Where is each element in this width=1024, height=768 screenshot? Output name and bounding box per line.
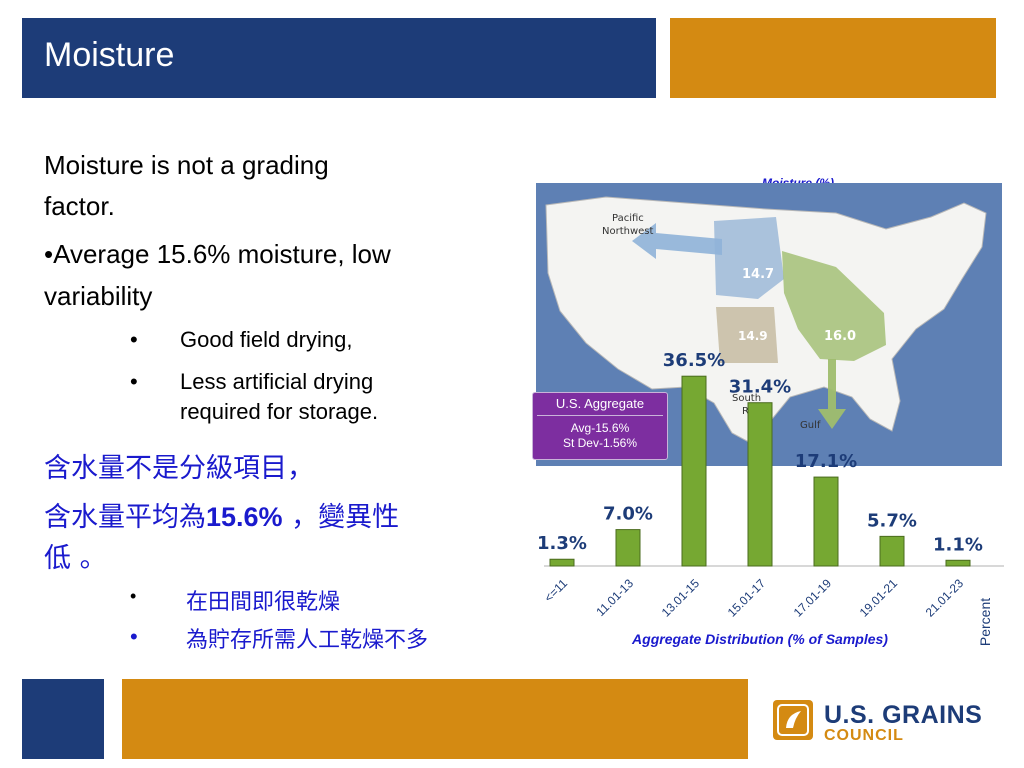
gulf-arrow: [818, 359, 846, 429]
title-accent-bar: [670, 18, 996, 98]
bar-19.01-21: [879, 535, 905, 567]
x-tick-label: 13.01-15: [659, 576, 703, 620]
x-tick-label: 21.01-23: [923, 576, 967, 620]
sub-bullet-artificial-drying: Less artificial drying: [180, 369, 374, 394]
bar-value-label: 1.3%: [537, 533, 587, 554]
slide-title: Moisture: [44, 36, 175, 74]
distribution-bar-chart: 1.3% 7.0% 36.5%31.4% 17.1% 5.7% 1.1% <=11 11.0…: [537, 350, 1004, 647]
cjk-line-1: 含水量不是分級項目，: [44, 453, 314, 484]
bar-21.01-23: [945, 559, 971, 567]
region-label-b: 14.9: [738, 329, 768, 343]
sub-bullet-mark: •: [130, 586, 137, 606]
footer-navy-block: [22, 679, 104, 759]
aggregate-title: U.S. Aggregate: [555, 396, 645, 411]
sub-bullet-mark: •: [130, 624, 138, 649]
logo-subtitle: COUNCIL: [824, 727, 904, 744]
cjk-line-2-number: 15.6%: [206, 502, 283, 532]
cjk-sub-bullet-1: 在田間即很乾燥: [186, 590, 341, 615]
cjk-line-2-a: 含水量平均為: [44, 502, 206, 533]
sub-bullet-artificial-drying-cont: required for storage.: [180, 399, 379, 424]
x-axis-label: Aggregate Distribution (% of Samples): [631, 631, 888, 647]
aggregate-box: U.S. Aggregate Avg-15.6% St Dev-1.56%: [532, 392, 668, 460]
x-tick-label: <=11: [541, 576, 570, 605]
sub-bullet-mark: •: [130, 327, 138, 352]
south-rail-label-line1: South: [732, 393, 761, 404]
bar-value-label: 7.0%: [603, 504, 653, 525]
aggregate-std-dev: St Dev-1.56%: [562, 436, 638, 450]
upper-midwest-region: [714, 217, 784, 299]
bar-15.01-17: [747, 402, 773, 567]
cjk-line-3: 低 。: [44, 543, 107, 574]
region-label-a: 14.7: [742, 267, 774, 282]
bar-value-label: 17.1%: [795, 451, 857, 472]
ticks-layer: <=11 11.01-13 13.01-15 15.01-17 17.01-19 19.0…: [541, 576, 966, 620]
region-label-c: 16.0: [824, 329, 856, 344]
bar-value-label: 1.1%: [933, 534, 983, 555]
footer-gold-bar: [122, 679, 748, 759]
bar-value-label: 31.4%: [729, 377, 791, 398]
bar-value-label: 5.7%: [867, 510, 917, 531]
pnw-label-line1: Pacific: [612, 213, 644, 224]
bar-<=11: [549, 558, 575, 567]
bar-11.01-13: [615, 529, 641, 567]
corn-belt-region: [782, 251, 886, 361]
bullet-average-cont: variability: [44, 281, 153, 311]
pnw-arrow: [632, 223, 722, 259]
sub-bullet-mark: •: [130, 369, 138, 394]
gulf-label: Gulf: [800, 420, 821, 431]
y-axis-label: Percent: [977, 598, 993, 646]
body-line-1: Moisture is not a grading: [44, 150, 329, 180]
bar-17.01-19: [813, 476, 839, 567]
x-tick-label: 15.01-17: [725, 576, 769, 620]
x-tick-label: 11.01-13: [593, 576, 636, 619]
usgc-logo-icon: [773, 700, 813, 740]
bar-13.01-15: [681, 375, 707, 567]
cjk-sub-bullet-2: 為貯存所需人工乾燥不多: [186, 628, 429, 653]
aggregate-average: Avg-15.6%: [570, 421, 630, 435]
logo-wordmark: U.S. GRAINS: [824, 701, 983, 729]
aggregate-divider: [537, 415, 663, 416]
x-tick-label: 17.01-19: [791, 576, 835, 620]
pnw-label-line2: Northwest: [602, 226, 654, 237]
body-line-2: factor.: [44, 191, 115, 221]
plains-region: [716, 307, 778, 363]
bars-layer: 1.3% 7.0% 36.5%31.4% 17.1% 5.7% 1.1%: [537, 350, 983, 567]
cjk-line-2: 含水量平均為15.6% ，變異性: [44, 495, 399, 534]
sub-bullet-field-drying: Good field drying,: [180, 327, 353, 352]
bullet-average: •Average 15.6% moisture, low: [44, 239, 391, 269]
bar-value-label: 36.5%: [663, 350, 725, 371]
map-graphic: Pacific Northwest 14.7 14.9 16.0 South R…: [545, 196, 987, 448]
x-tick-label: 19.01-21: [857, 576, 901, 620]
cjk-line-2-c: ，變異性: [282, 502, 400, 533]
title-bar: [22, 18, 656, 98]
